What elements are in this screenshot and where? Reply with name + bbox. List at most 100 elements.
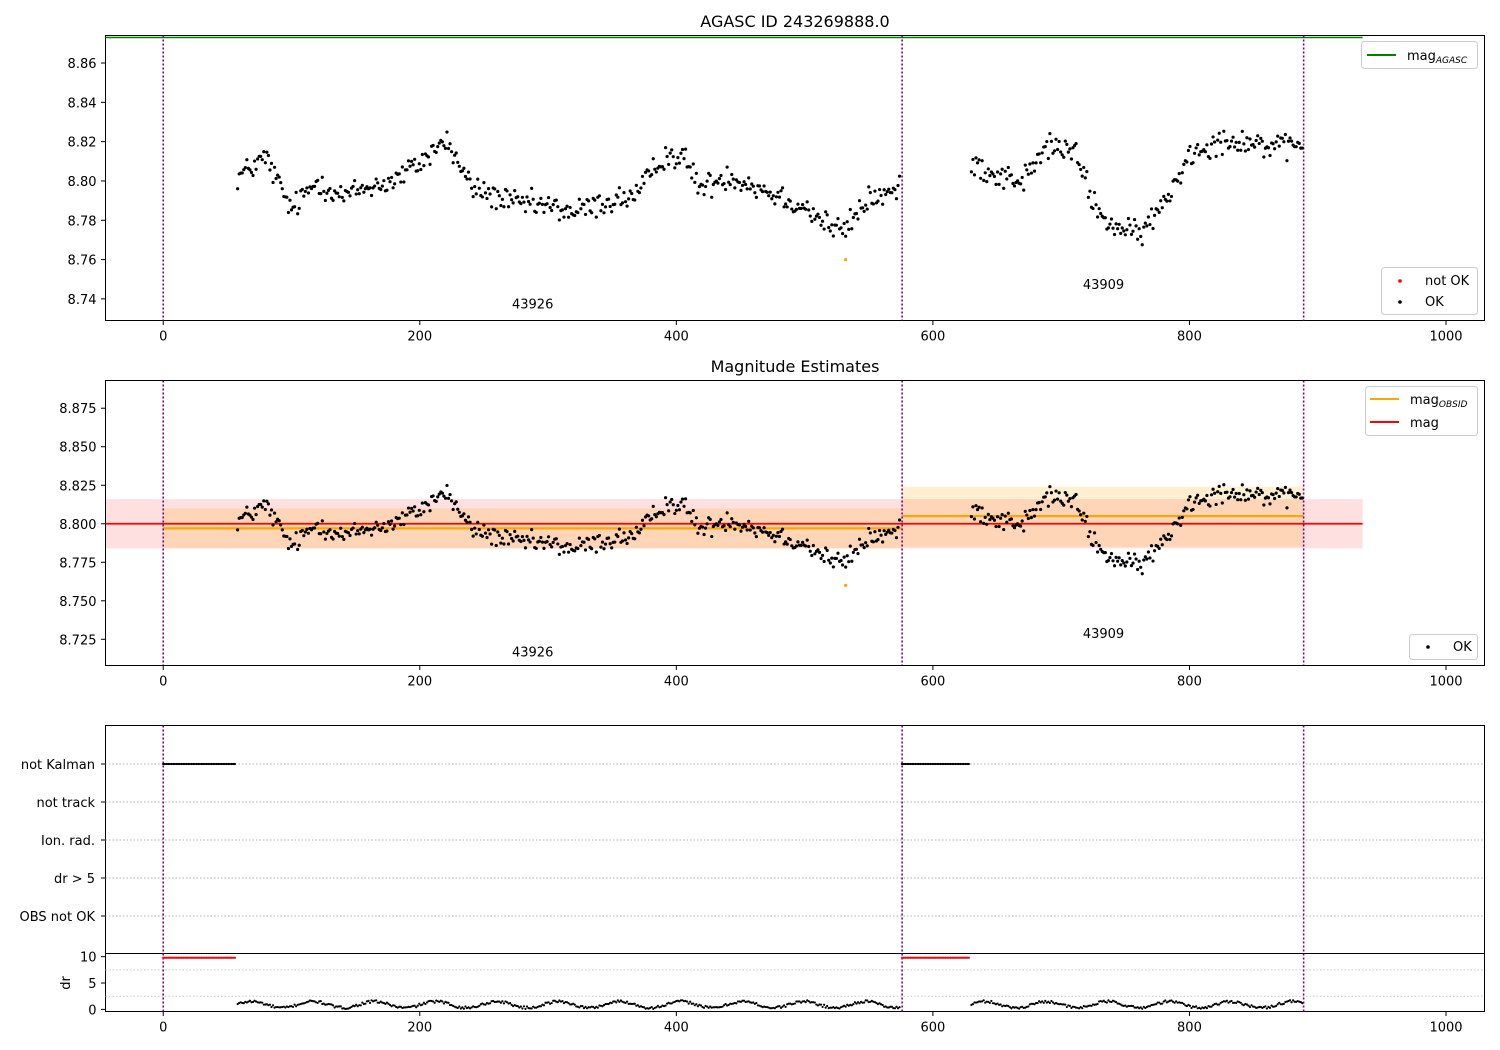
data-point [613,540,617,544]
data-point [428,162,432,166]
data-point [485,535,489,540]
dr-point [596,1006,599,1009]
data-point [1229,139,1234,143]
data-point [854,547,859,551]
data-point [1159,199,1163,203]
flag-point [907,762,910,766]
dr-point [478,1004,481,1007]
data-points [236,483,1304,587]
data-point [676,503,680,508]
data-point [670,497,674,502]
dr-point [838,1007,841,1010]
dr-clipped-point [178,956,182,959]
data-point [1217,484,1221,488]
data-point [1054,489,1058,493]
flag-point [225,762,228,766]
data-point [1074,141,1078,146]
dr-point [1070,1006,1073,1009]
data-point [277,175,281,179]
obsid-label: 43909 [1083,627,1124,642]
y-tick-label: 8.825 [59,479,96,494]
data-point [389,175,394,180]
data-point [411,509,415,513]
data-point [354,192,358,196]
data-point [1240,129,1244,133]
data-point [417,508,421,512]
data-point [300,528,304,533]
data-point [1300,496,1304,500]
data-point [810,553,814,558]
legend-label-sub: AGASC [1435,56,1468,66]
data-point [737,180,742,185]
data-point [986,167,990,171]
data-point [1180,515,1184,519]
x-tick-label: 400 [664,330,689,345]
dr-point [1195,1005,1198,1008]
data-point [819,223,823,227]
data-point [519,539,523,544]
data-point [497,533,501,537]
data-point [411,163,415,167]
dr-point [399,1005,402,1008]
dr-point [271,1004,275,1007]
dr-clipped-point [187,956,190,959]
data-point [1009,517,1014,521]
flag-point [233,762,237,766]
data-point [650,172,654,177]
dr-point [295,1005,298,1008]
legend-label-sub: OBSID [1439,400,1468,410]
x-tick-label: 800 [1177,1021,1202,1036]
dr-clipped-point [912,956,915,959]
data-point [516,195,520,199]
dr-point [1050,999,1053,1003]
dr-point [686,1000,689,1003]
legend-label: magOBSID [1410,393,1468,410]
data-point [530,186,534,190]
data-point [780,186,785,190]
data-point [1040,151,1044,155]
dr-point [578,1006,581,1009]
data-point [422,164,426,168]
data-point [520,534,525,539]
data-point [413,157,417,161]
data-point [1268,153,1272,158]
data-point [562,215,566,219]
data-point [465,177,469,181]
data-point [782,542,786,546]
data-point [597,533,601,538]
dr-point [516,1004,519,1008]
data-point [1162,534,1166,538]
data-point [854,211,859,216]
data-point [856,217,860,221]
data-point [1242,142,1246,146]
data-point [1213,491,1217,495]
data-point [480,195,484,199]
flag-point [961,762,964,766]
data-point [594,550,598,554]
data-point [727,180,731,184]
dr-point [699,1004,703,1007]
dr-point [813,1001,816,1004]
data-point [848,207,852,212]
data-point [263,507,267,512]
data-point [506,542,511,546]
legend-label-main: mag [1407,49,1436,64]
flag-point [951,762,954,766]
dr-clipped-point [225,956,228,959]
data-point [757,184,762,188]
data-point [557,218,561,222]
data-point [546,195,551,200]
data-point [857,199,862,203]
data-point [465,520,469,524]
dr-point [1047,1000,1050,1003]
dr-point [696,1005,699,1008]
flag-point [188,762,192,766]
data-point [1026,516,1030,521]
data-point [708,173,712,177]
data-point [548,542,552,547]
data-point [1217,131,1221,135]
dr-point [615,1001,618,1004]
flag-point [172,762,175,766]
data-point [1117,556,1121,560]
data-point [702,532,706,537]
